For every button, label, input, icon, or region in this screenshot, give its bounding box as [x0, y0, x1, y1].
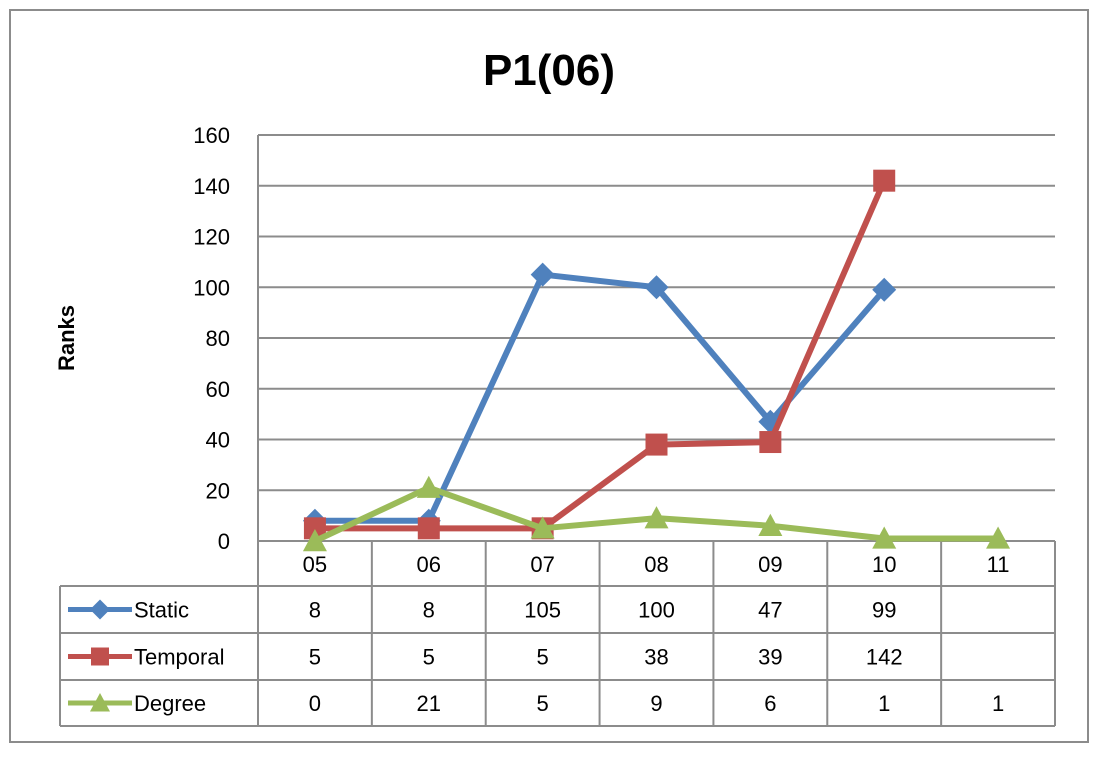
- y-tick-label: 60: [206, 377, 230, 402]
- y-tick-label: 40: [206, 428, 230, 453]
- y-tick-label: 120: [193, 225, 230, 250]
- data-point: [302, 529, 327, 552]
- table-cell-value: 0: [309, 691, 321, 716]
- table-cell-value: 8: [423, 598, 435, 623]
- table-cell-value: 99: [872, 598, 896, 623]
- x-tick-label: 11: [987, 552, 1010, 577]
- table-cell-value: 8: [309, 598, 321, 623]
- data-point: [645, 433, 668, 456]
- x-tick-label: 10: [872, 552, 896, 577]
- data-point: [530, 516, 555, 539]
- data-point: [303, 517, 326, 540]
- table-cell-value: 21: [417, 691, 441, 716]
- table-cell-value: 6: [764, 691, 776, 716]
- y-tick-label: 160: [193, 123, 230, 148]
- legend-label: Static: [134, 598, 189, 623]
- data-point: [90, 693, 110, 712]
- series-line: [314, 179, 887, 532]
- table-cell-value: 5: [309, 645, 321, 670]
- table-cell-value: 9: [650, 691, 662, 716]
- data-point: [644, 506, 669, 529]
- data-point: [986, 526, 1011, 549]
- data-point: [644, 275, 669, 300]
- table-cell-value: 142: [866, 645, 903, 670]
- data-point: [759, 431, 782, 454]
- chart-title: P1(06): [483, 46, 615, 95]
- data-point: [416, 475, 441, 498]
- table-cell-value: 5: [423, 645, 435, 670]
- table-cell-value: 1: [992, 691, 1004, 716]
- data-point: [872, 526, 897, 549]
- series-degree: [302, 475, 1011, 552]
- data-point: [417, 517, 440, 540]
- y-tick-label: 100: [193, 275, 230, 300]
- x-tick-label: 05: [303, 552, 327, 577]
- table-cell-value: 100: [638, 598, 675, 623]
- data-point: [90, 599, 110, 620]
- y-tick-labels: 0 20 40 60 80 100 120 140 160: [193, 123, 230, 554]
- legend-label: Temporal: [134, 645, 224, 670]
- data-point: [872, 277, 897, 302]
- y-tick-label: 80: [206, 326, 230, 351]
- y-tick-label: 0: [218, 529, 230, 554]
- data-point: [91, 647, 109, 666]
- chart-border: [9, 9, 1089, 743]
- series-lines: [302, 169, 1011, 552]
- gridlines: [257, 134, 1055, 541]
- x-tick-label: 07: [530, 552, 554, 577]
- x-tick-label: 08: [644, 552, 668, 577]
- y-tick-label: 20: [206, 478, 230, 503]
- legend-label: Degree: [134, 691, 206, 716]
- table-cell-value: 105: [524, 598, 561, 623]
- x-tick-label: 06: [417, 552, 441, 577]
- table-cell-value: 5: [537, 691, 549, 716]
- data-point: [758, 513, 783, 536]
- table-cell-value: 47: [758, 598, 782, 623]
- table-cell-value: 39: [758, 645, 782, 670]
- table-cell-value: 5: [537, 645, 549, 670]
- x-tick-label: 09: [758, 552, 782, 577]
- data-point: [873, 169, 896, 192]
- data-point: [530, 262, 555, 287]
- y-axis-label: Ranks: [54, 305, 79, 371]
- y-tick-label: 140: [193, 174, 230, 199]
- table-cell-value: 1: [878, 691, 890, 716]
- table-cell-value: 38: [644, 645, 668, 670]
